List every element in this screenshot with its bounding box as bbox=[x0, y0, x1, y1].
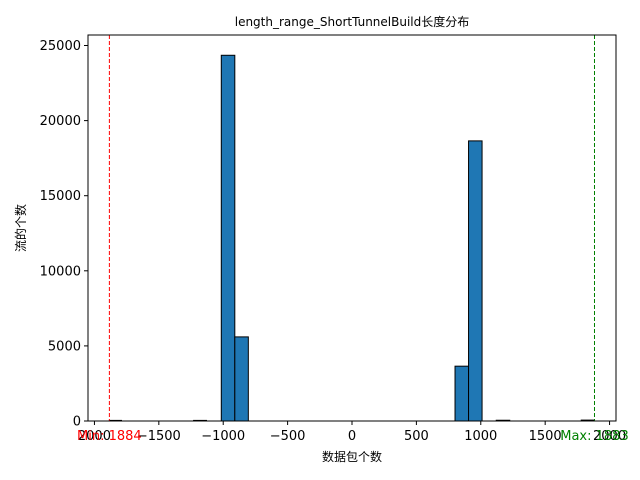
annotations-group: Min: 1884 Max: 1883 bbox=[77, 429, 629, 444]
bars-group bbox=[108, 54, 595, 422]
x-ticks-group: 2000 −1500 −1000 −500 0 500 1000 1500 2000 bbox=[78, 421, 626, 444]
histogram-bar-5 bbox=[468, 140, 483, 422]
y-tick-label-0: 0 bbox=[73, 415, 81, 430]
y-tick-label-4: 20000 bbox=[40, 114, 81, 129]
y-tick-label-5: 25000 bbox=[40, 39, 81, 54]
x-tick-label-8: 2000 bbox=[593, 429, 626, 444]
histogram-bar-2 bbox=[220, 54, 236, 422]
reference-label-1: Max: 1883 bbox=[560, 429, 628, 444]
y-ticks-group: 0 5000 10000 15000 20000 25000 bbox=[40, 39, 88, 430]
reference-lines-group bbox=[108, 35, 595, 421]
x-tick-label-6: 1000 bbox=[464, 429, 497, 444]
x-tick-label-1: −1500 bbox=[137, 429, 181, 444]
plot-frame bbox=[87, 34, 617, 422]
x-tick-label-0: 2000 bbox=[78, 429, 111, 444]
chart-title: length_range_ShortTunnelBuild长度分布 bbox=[235, 14, 470, 29]
histogram-bar-3 bbox=[234, 336, 249, 422]
y-axis-label: 流的个数 bbox=[13, 204, 28, 252]
histogram-bar-4 bbox=[454, 365, 470, 422]
x-tick-label-4: 0 bbox=[348, 429, 356, 444]
x-tick-label-5: 500 bbox=[404, 429, 429, 444]
x-tick-label-3: −500 bbox=[270, 429, 306, 444]
x-axis-label: 数据包个数 bbox=[322, 449, 382, 464]
reference-label-0: Min: 1884 bbox=[77, 429, 142, 444]
x-tick-label-2: −1000 bbox=[201, 429, 245, 444]
y-tick-label-2: 10000 bbox=[40, 264, 81, 279]
y-tick-label-1: 5000 bbox=[48, 339, 81, 354]
x-tick-label-7: 1500 bbox=[529, 429, 562, 444]
y-tick-label-3: 15000 bbox=[40, 189, 81, 204]
